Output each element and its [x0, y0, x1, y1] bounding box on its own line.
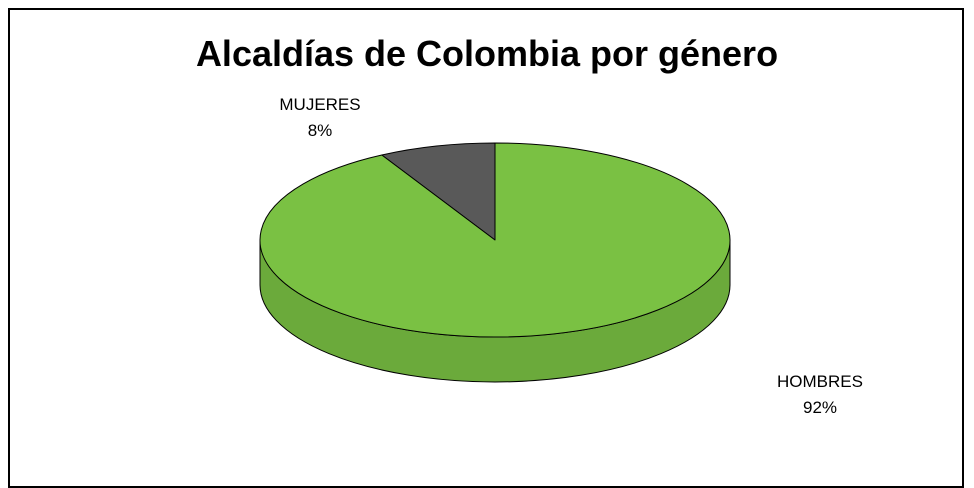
pie-slice-hombres — [259, 142, 731, 338]
mujeres-label-name: MUJERES — [279, 95, 361, 114]
mujeres-label-pct: 8% — [307, 121, 333, 140]
hombres-data-label: HOMBRES 92% — [745, 369, 895, 421]
pie-slice-mujeres — [381, 142, 496, 241]
hombres-label-name: HOMBRES — [777, 372, 863, 391]
chart-title: Alcaldías de Colombia por género — [195, 33, 779, 74]
hombres-label-pct: 92% — [802, 398, 838, 417]
mujeres-data-label: MUJERES 8% — [250, 92, 390, 144]
